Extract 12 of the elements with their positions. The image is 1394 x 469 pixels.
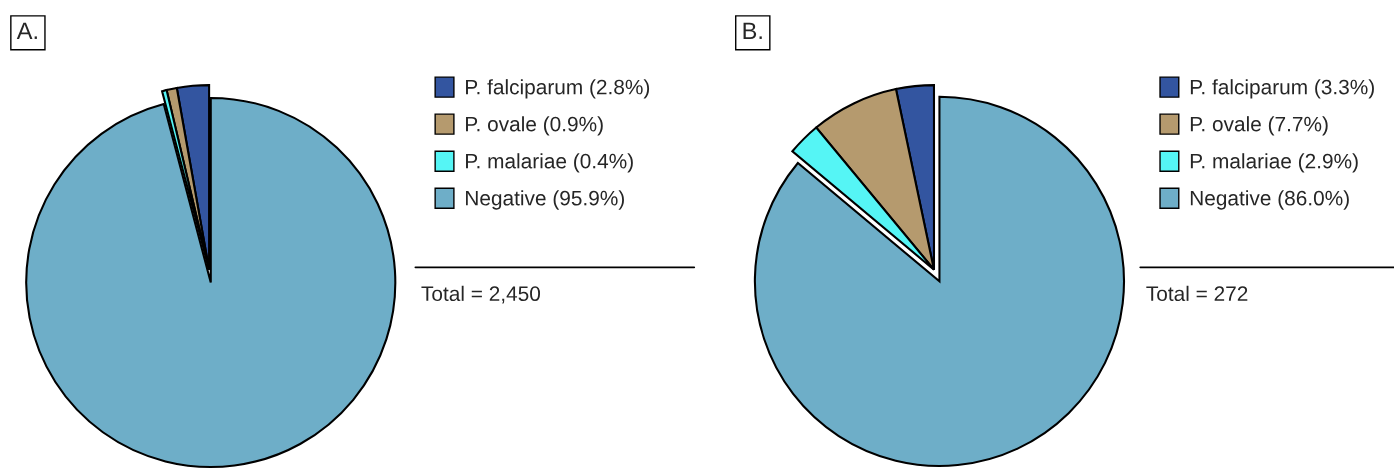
legend-label: P. ovale (0.9%) — [466, 116, 603, 136]
legend-label: P. ovale (7.7%) — [1190, 116, 1328, 136]
chart-title: A. — [16, 22, 37, 39]
legend-label: Negative (86.0%) — [1190, 190, 1349, 210]
legend-label: P. falciparum (3.3%) — [1190, 79, 1374, 99]
legend-label: Negative (95.9%) — [466, 190, 624, 210]
chart-title: B. — [743, 22, 762, 39]
legend-label: P. falciparum (2.8%) — [466, 79, 650, 99]
legend-label: P. malariae (2.9%) — [1190, 153, 1358, 173]
text: Total = 272 — [1146, 285, 1248, 302]
legend-label: P. malariae (0.4%) — [466, 153, 633, 173]
text: Total = 2,450 — [421, 285, 541, 304]
